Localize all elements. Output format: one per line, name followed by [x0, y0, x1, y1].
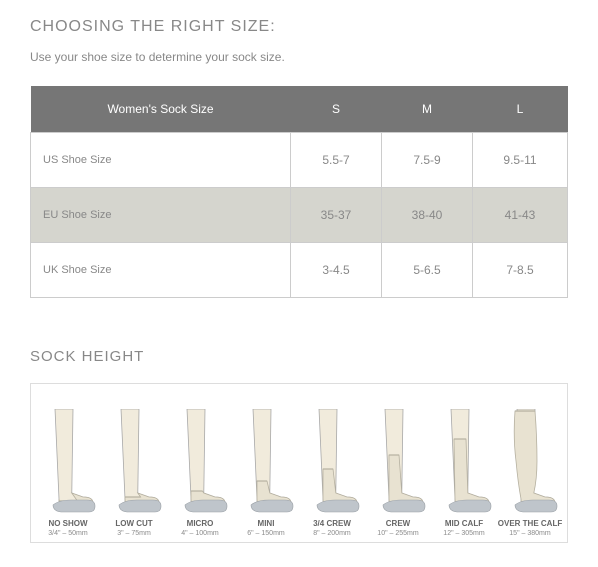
height-heading: SOCK HEIGHT — [30, 348, 568, 365]
sock-height-label: 3/4 CREW8" – 200mm — [313, 519, 351, 538]
size-cell: 35-37 — [291, 188, 382, 243]
sock-height-name: MICRO — [181, 519, 219, 529]
sock-height-col: MID CALF12" – 305mm — [431, 392, 497, 538]
leg-icon — [105, 409, 163, 515]
leg-icon — [171, 409, 229, 515]
row-label: EU Shoe Size — [31, 188, 291, 243]
sock-height-label: MICRO4" – 100mm — [181, 519, 219, 538]
size-head-label: Women's Sock Size — [31, 86, 291, 133]
sock-height-col: CREW10" – 255mm — [365, 392, 431, 538]
sock-height-dim: 8" – 200mm — [313, 529, 351, 538]
sock-height-label: LOW CUT3" – 75mm — [115, 519, 152, 538]
size-cell: 5.5-7 — [291, 133, 382, 188]
size-cell: 5-6.5 — [382, 243, 473, 298]
sock-height-col: NO SHOW3/4" – 50mm — [35, 392, 101, 538]
sock-height-dim: 3/4" – 50mm — [48, 529, 87, 538]
leg-figure — [169, 392, 231, 515]
size-head-l: L — [473, 86, 568, 133]
row-label: US Shoe Size — [31, 133, 291, 188]
leg-figure — [37, 392, 99, 515]
sock-height-label: MINI6" – 150mm — [247, 519, 285, 538]
sock-height-name: OVER THE CALF — [498, 519, 562, 529]
sock-height-col: LOW CUT3" – 75mm — [101, 392, 167, 538]
leg-icon — [369, 409, 427, 515]
row-label: UK Shoe Size — [31, 243, 291, 298]
sock-height-label: MID CALF12" – 305mm — [443, 519, 484, 538]
leg-icon — [303, 409, 361, 515]
leg-figure — [301, 392, 363, 515]
sock-height-dim: 15" – 380mm — [498, 529, 562, 538]
sock-height-label: NO SHOW3/4" – 50mm — [48, 519, 87, 538]
table-row: US Shoe Size5.5-77.5-99.5-11 — [31, 133, 568, 188]
size-table-head-row: Women's Sock Size S M L — [31, 86, 568, 133]
size-head-m: M — [382, 86, 473, 133]
leg-figure — [367, 392, 429, 515]
sock-height-col: MINI6" – 150mm — [233, 392, 299, 538]
size-cell: 38-40 — [382, 188, 473, 243]
sock-height-name: MID CALF — [443, 519, 484, 529]
leg-icon — [39, 409, 97, 515]
size-heading: CHOOSING THE RIGHT SIZE: — [30, 18, 568, 36]
sock-height-name: NO SHOW — [48, 519, 87, 529]
leg-icon — [501, 409, 559, 515]
table-row: UK Shoe Size3-4.55-6.57-8.5 — [31, 243, 568, 298]
leg-figure — [499, 392, 561, 515]
sock-height-label: CREW10" – 255mm — [377, 519, 418, 538]
sock-height-label: OVER THE CALF15" – 380mm — [498, 519, 562, 538]
sock-height-name: 3/4 CREW — [313, 519, 351, 529]
sock-height-dim: 4" – 100mm — [181, 529, 219, 538]
sock-height-name: MINI — [247, 519, 285, 529]
sock-height-name: LOW CUT — [115, 519, 152, 529]
sock-height-name: CREW — [377, 519, 418, 529]
sock-height-dim: 3" – 75mm — [115, 529, 152, 538]
sock-height-col: OVER THE CALF15" – 380mm — [497, 392, 563, 538]
size-cell: 41-43 — [473, 188, 568, 243]
size-cell: 7.5-9 — [382, 133, 473, 188]
leg-figure — [433, 392, 495, 515]
sock-height-col: MICRO4" – 100mm — [167, 392, 233, 538]
size-head-s: S — [291, 86, 382, 133]
leg-figure — [235, 392, 297, 515]
size-table: Women's Sock Size S M L US Shoe Size5.5-… — [30, 86, 568, 298]
leg-icon — [435, 409, 493, 515]
size-cell: 3-4.5 — [291, 243, 382, 298]
sock-height-col: 3/4 CREW8" – 200mm — [299, 392, 365, 538]
leg-icon — [237, 409, 295, 515]
sock-height-chart: NO SHOW3/4" – 50mm LOW CUT3" – 75mm MICR… — [30, 383, 568, 543]
sock-height-dim: 6" – 150mm — [247, 529, 285, 538]
table-row: EU Shoe Size35-3738-4041-43 — [31, 188, 568, 243]
size-cell: 7-8.5 — [473, 243, 568, 298]
size-cell: 9.5-11 — [473, 133, 568, 188]
size-subtext: Use your shoe size to determine your soc… — [30, 50, 568, 64]
sock-height-dim: 10" – 255mm — [377, 529, 418, 538]
leg-figure — [103, 392, 165, 515]
sock-height-dim: 12" – 305mm — [443, 529, 484, 538]
